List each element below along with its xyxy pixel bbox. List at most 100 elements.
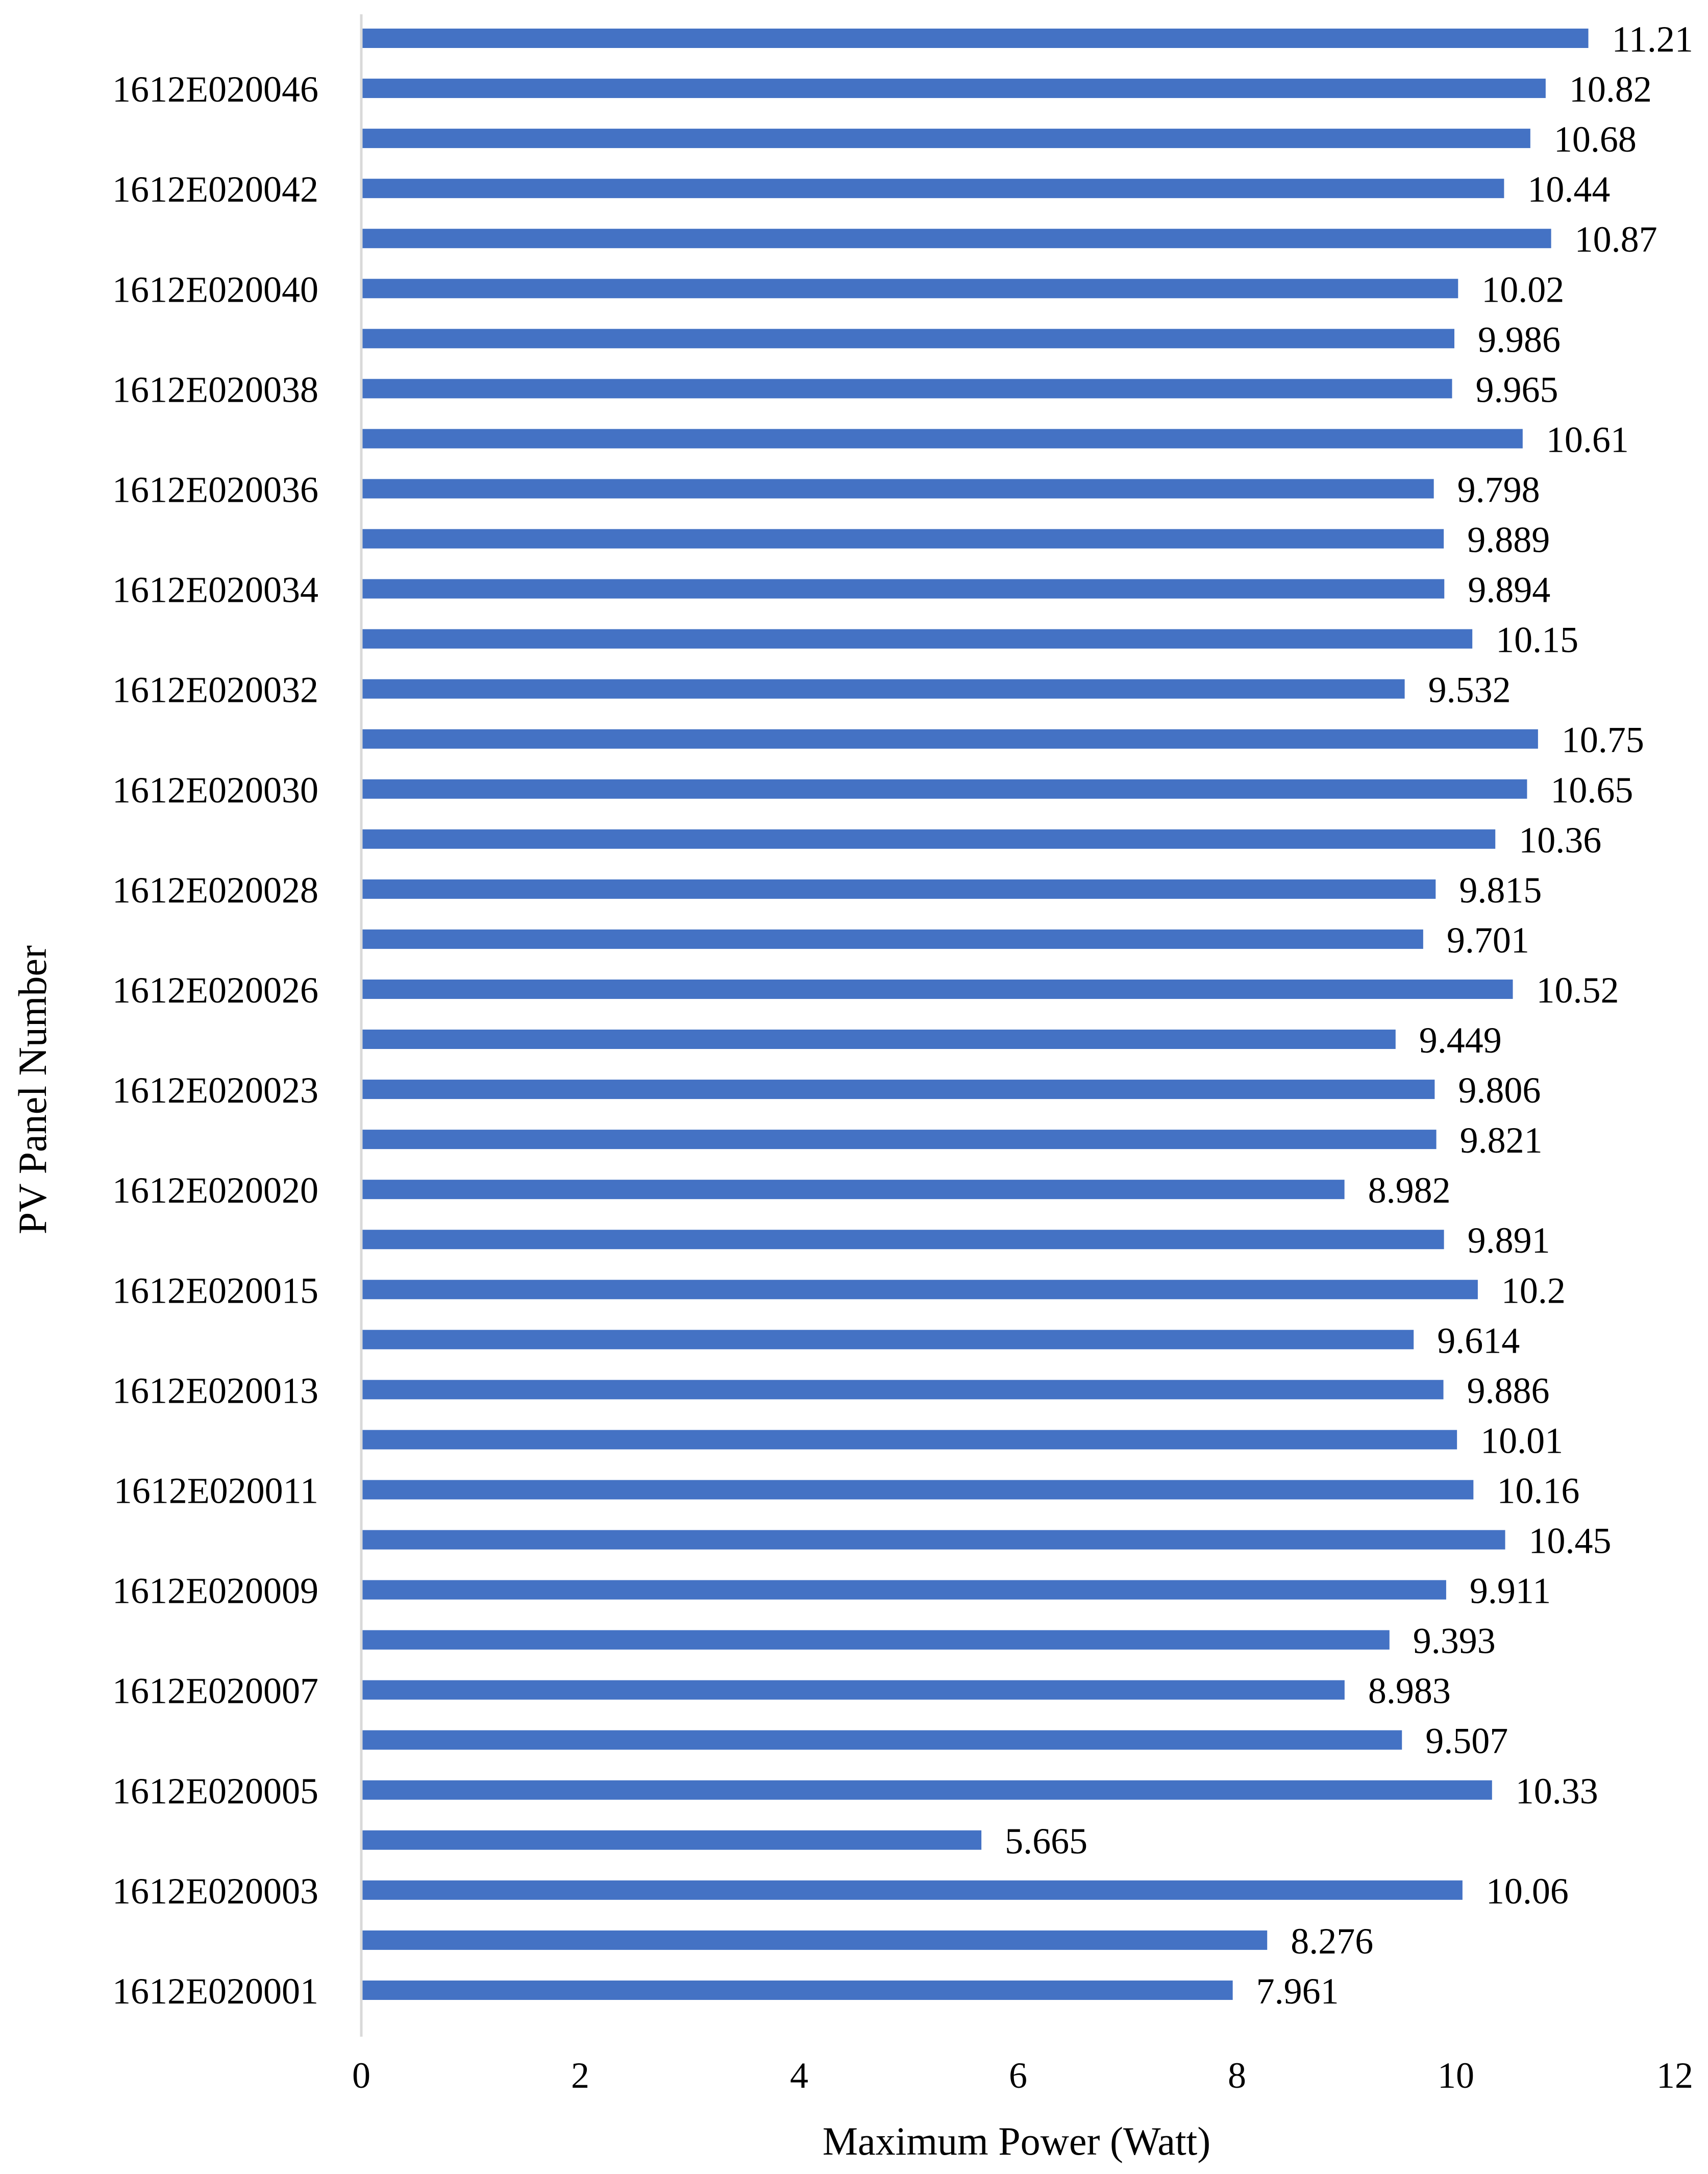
bar-value-label: 9.815 [1459,870,1542,911]
bar-value-label: 8.982 [1368,1170,1451,1211]
bar [361,1780,1492,1800]
bar-value-label: 10.02 [1481,269,1564,310]
bar [361,1530,1505,1550]
category-label: 1612E020032 [112,670,318,711]
bar-value-label: 10.82 [1569,69,1652,110]
category-label: 1612E020040 [112,269,318,310]
category-label: 1612E020011 [114,1470,318,1511]
bar-value-label: 10.01 [1480,1420,1563,1461]
bar-value-label: 9.894 [1468,570,1550,610]
x-tick-labels-group: 0 2 4 6 8 10 12 [352,2055,1693,2096]
category-labels-group: 1612E020046 1612E020042 1612E020040 1612E02… [112,69,318,2012]
category-label: 1612E020046 [112,69,318,110]
bar-value-label: 10.45 [1529,1521,1612,1561]
bar-value-label: 9.532 [1428,670,1511,711]
category-label: 1612E020042 [112,169,318,210]
category-label: 1612E020009 [112,1571,318,1611]
bar-value-label: 10.61 [1546,419,1629,460]
bar-value-label: 9.806 [1458,1070,1541,1111]
bar [361,129,1530,149]
bar-value-label: 9.886 [1467,1370,1550,1411]
bar [361,729,1538,749]
bar [361,279,1458,299]
bar [361,829,1496,849]
bar-value-label: 9.891 [1468,1220,1550,1261]
category-label: 1612E020038 [112,369,318,410]
bar [361,1580,1446,1600]
category-label: 1612E020034 [112,570,318,610]
category-label: 1612E020015 [112,1270,318,1311]
bar [361,1830,982,1850]
bars-group [361,29,1589,2000]
bar-value-label: 9.821 [1460,1120,1543,1161]
bar-value-label: 9.798 [1457,469,1540,510]
bar [361,479,1434,499]
bar-value-label: 9.965 [1475,369,1558,410]
bar-value-label: 9.889 [1467,520,1550,560]
category-label: 1612E020013 [112,1370,318,1411]
bar-value-label: 10.15 [1496,620,1578,661]
bar-value-label: 11.21 [1612,19,1693,60]
bar [361,29,1589,48]
bar [361,1430,1457,1450]
bar [361,1080,1435,1100]
bar-value-label: 10.06 [1486,1871,1569,1912]
bar [361,179,1504,199]
bar [361,79,1546,99]
x-tick-label: 12 [1656,2055,1693,2096]
bar [361,329,1454,349]
bar [361,1130,1437,1150]
category-label: 1612E020005 [112,1771,318,1812]
bar [361,679,1405,699]
y-axis-title: PV Panel Number [10,945,55,1234]
bar-value-label: 10.75 [1562,720,1644,761]
bar [361,1330,1414,1350]
bar [361,1930,1268,1950]
bar-value-label: 10.68 [1554,119,1637,160]
value-labels-group: 11.21 10.82 10.68 10.44 10.87 10.02 9.986 9.965… [1005,19,1693,2012]
bar-value-label: 9.986 [1478,319,1561,360]
bar [361,1180,1345,1200]
bar [361,1880,1463,1900]
bar-value-label: 8.983 [1368,1671,1451,1712]
bar [361,1980,1233,2000]
bar-value-label: 9.911 [1470,1571,1551,1611]
bar [361,229,1551,249]
bar-value-label: 9.701 [1447,920,1529,961]
bar-value-label: 8.276 [1291,1921,1373,1962]
bar-value-label: 9.507 [1425,1721,1508,1762]
x-tick-label: 10 [1438,2055,1474,2096]
x-axis-title: Maximum Power (Watt) [823,2119,1211,2163]
category-label: 1612E020007 [112,1671,318,1712]
category-label: 1612E020003 [112,1871,318,1912]
bar [361,1030,1396,1049]
bar [361,879,1436,899]
bar-value-label: 9.449 [1419,1020,1502,1061]
bar [361,1280,1478,1300]
category-label: 1612E020036 [112,469,318,510]
category-label: 1612E020023 [112,1070,318,1111]
bar [361,1630,1390,1650]
bar-value-label: 10.2 [1501,1270,1566,1311]
bar [361,1680,1345,1700]
category-label: 1612E020026 [112,970,318,1011]
bar-value-label: 5.665 [1005,1821,1087,1862]
bar-value-label: 7.961 [1256,1971,1339,2012]
bar [361,1380,1444,1400]
bar [361,929,1423,949]
bar [361,579,1445,599]
bar [361,629,1473,649]
x-tick-label: 0 [352,2055,370,2096]
bar-value-label: 9.614 [1437,1320,1520,1361]
x-tick-label: 8 [1228,2055,1246,2096]
bar-value-label: 9.393 [1413,1621,1496,1662]
bar-value-label: 10.52 [1537,970,1619,1011]
category-label: 1612E020028 [112,870,318,911]
x-tick-label: 4 [790,2055,808,2096]
bar [361,429,1523,449]
bar-value-label: 10.36 [1519,820,1601,861]
bar-value-label: 10.44 [1527,169,1610,210]
bar [361,979,1513,999]
bar [361,379,1452,399]
bar-value-label: 10.87 [1575,219,1657,260]
